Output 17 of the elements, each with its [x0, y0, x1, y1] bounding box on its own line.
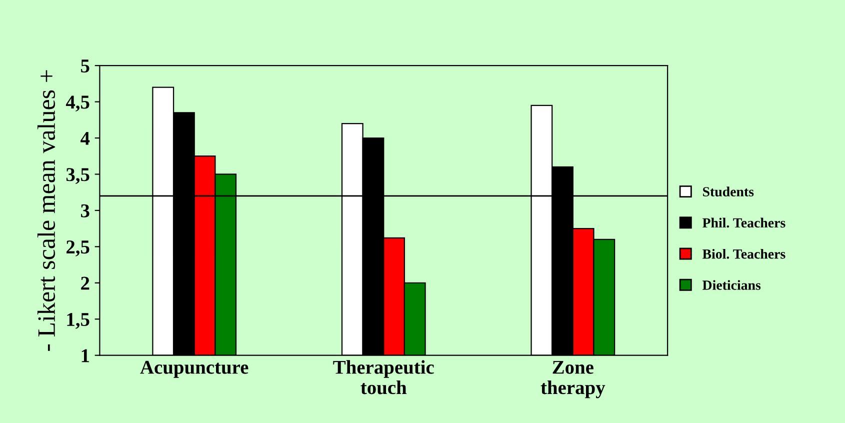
y-tick-label: 1,5: [67, 313, 90, 329]
legend-label: Phil. Teachers: [702, 218, 786, 228]
y-tick-label: 3: [81, 204, 90, 218]
x-tick-label: Zone therapy: [540, 360, 606, 398]
y-tick-label: 4: [80, 132, 90, 145]
y-tick-label: 2,5: [66, 240, 90, 256]
y-tick-label: 3,5: [66, 168, 90, 184]
legend-label: Students: [703, 186, 754, 196]
y-tick-label: 2: [81, 276, 90, 290]
legend-label: Dieticians: [702, 280, 761, 290]
y-tick-label: 4,5: [66, 96, 90, 112]
y-tick-label: 5: [81, 60, 90, 73]
x-tick-label: Therapeutic touch: [333, 360, 434, 394]
y-axis-title: - Likert scale mean values +: [37, 70, 56, 351]
legend-label: Biol. Teachers: [702, 248, 786, 259]
y-tick-label: 1: [82, 349, 89, 362]
x-tick-label: Acupuncture: [140, 360, 248, 378]
